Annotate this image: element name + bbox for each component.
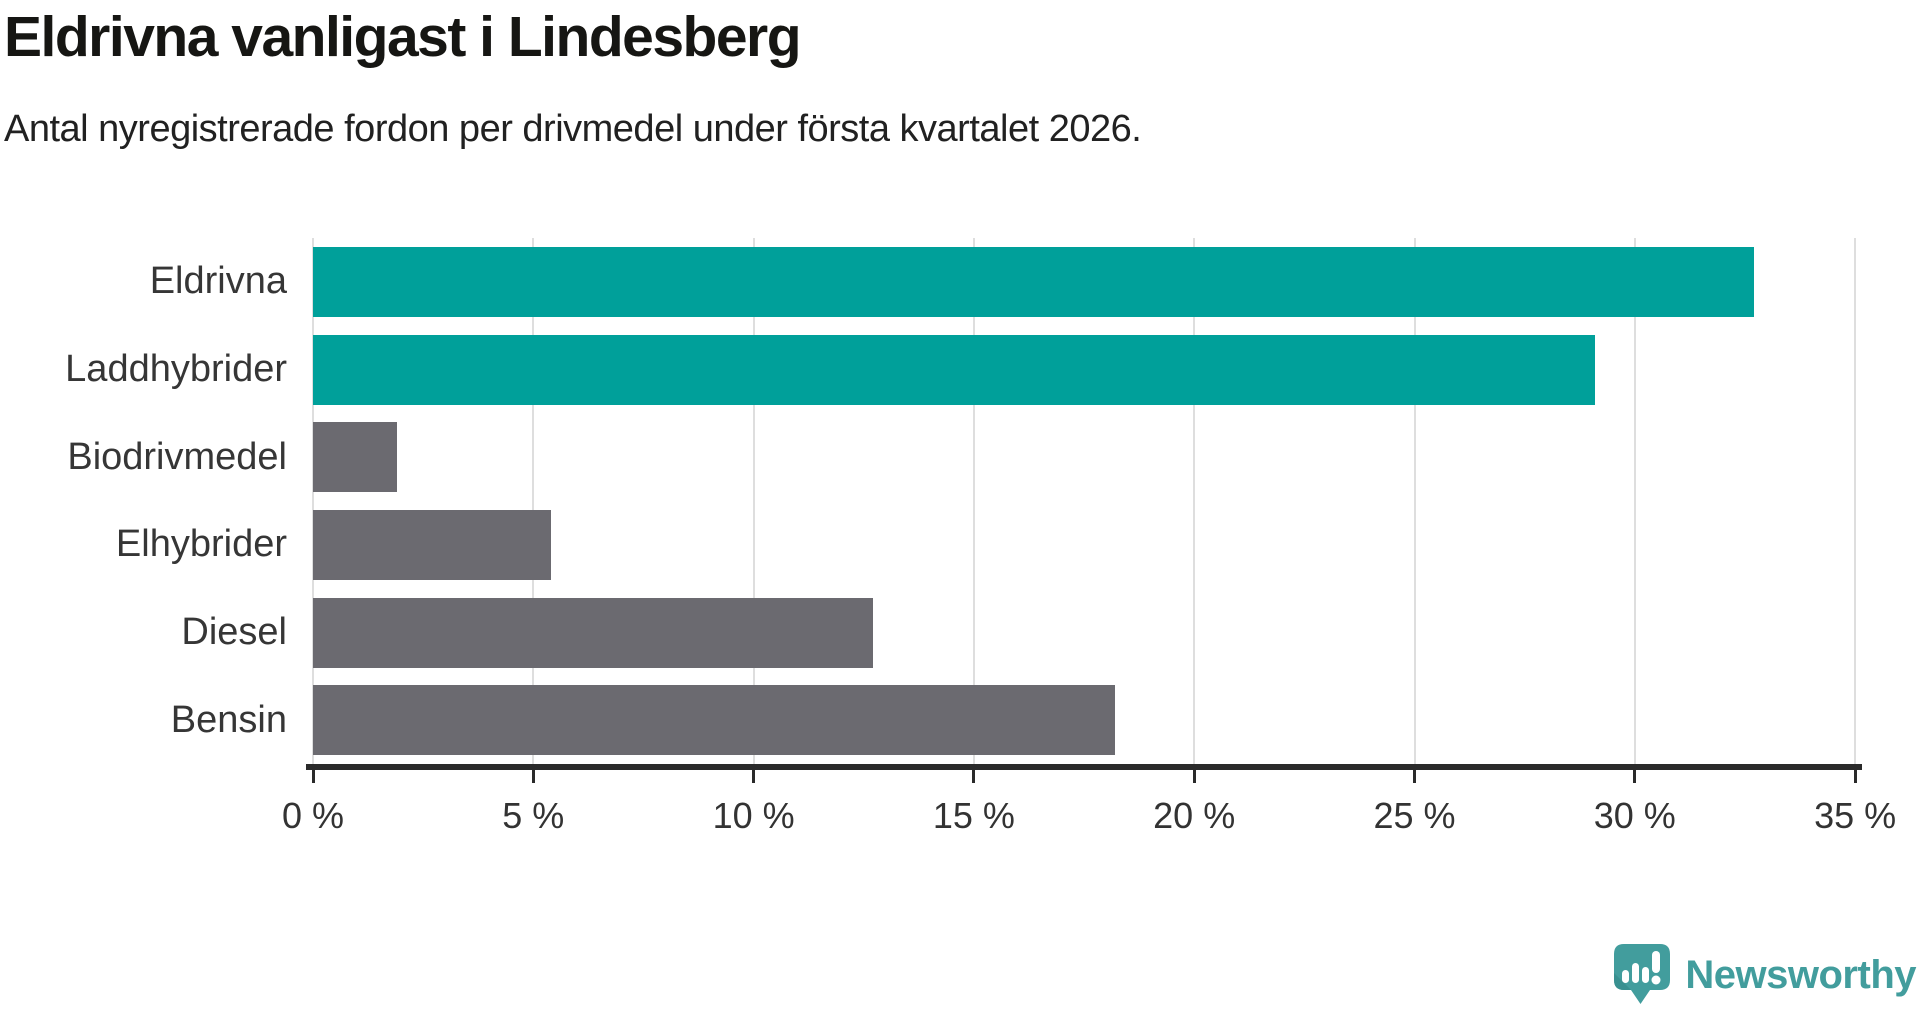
x-axis-tick — [1413, 770, 1416, 783]
x-axis-tick-label: 25 % — [1373, 795, 1456, 836]
category-label: Bensin — [170, 698, 287, 741]
newsworthy-logo-icon — [1614, 944, 1671, 1004]
x-axis-tick — [311, 770, 315, 783]
x-axis-tick — [1192, 770, 1196, 783]
gridline — [1633, 238, 1636, 764]
page-title: Eldrivna vanligast i Lindesberg — [4, 5, 802, 69]
bar — [313, 422, 397, 493]
gridline — [312, 238, 314, 764]
category-label: Biodrivmedel — [67, 435, 287, 478]
gridline — [1854, 238, 1857, 764]
x-axis-tick — [1633, 770, 1637, 783]
gridline — [972, 238, 975, 764]
x-axis-tick — [531, 770, 535, 783]
x-axis-tick-label: 20 % — [1153, 795, 1236, 836]
newsworthy-logo-text: Newsworthy — [1685, 952, 1916, 997]
x-axis-tick — [752, 770, 756, 783]
x-axis-line — [306, 764, 1863, 770]
x-axis-tick-label: 30 % — [1593, 795, 1676, 836]
x-axis-tick — [972, 770, 976, 783]
bar — [313, 509, 551, 580]
category-label: Laddhybrider — [65, 347, 287, 390]
category-label: Eldrivna — [149, 260, 287, 303]
gridline — [752, 238, 755, 764]
x-axis-tick-label: 0 % — [281, 795, 345, 836]
x-axis-tick-label: 15 % — [932, 795, 1015, 836]
bar — [313, 597, 873, 668]
gridline — [1413, 238, 1416, 764]
category-label: Diesel — [181, 610, 287, 653]
x-axis-tick-label: 10 % — [712, 795, 795, 836]
x-axis-tick — [1853, 770, 1857, 783]
x-axis-tick-label: 35 % — [1814, 795, 1897, 836]
category-label: Elhybrider — [115, 523, 287, 566]
gridline — [1193, 238, 1196, 764]
bar — [313, 685, 1115, 756]
gridline — [532, 238, 535, 764]
newsworthy-logo: Newsworthy — [1613, 942, 1916, 1008]
bar — [313, 334, 1596, 405]
page-subtitle: Antal nyregistrerade fordon per drivmede… — [4, 108, 1142, 150]
x-axis-tick-label: 5 % — [502, 795, 565, 836]
bar — [313, 246, 1754, 317]
